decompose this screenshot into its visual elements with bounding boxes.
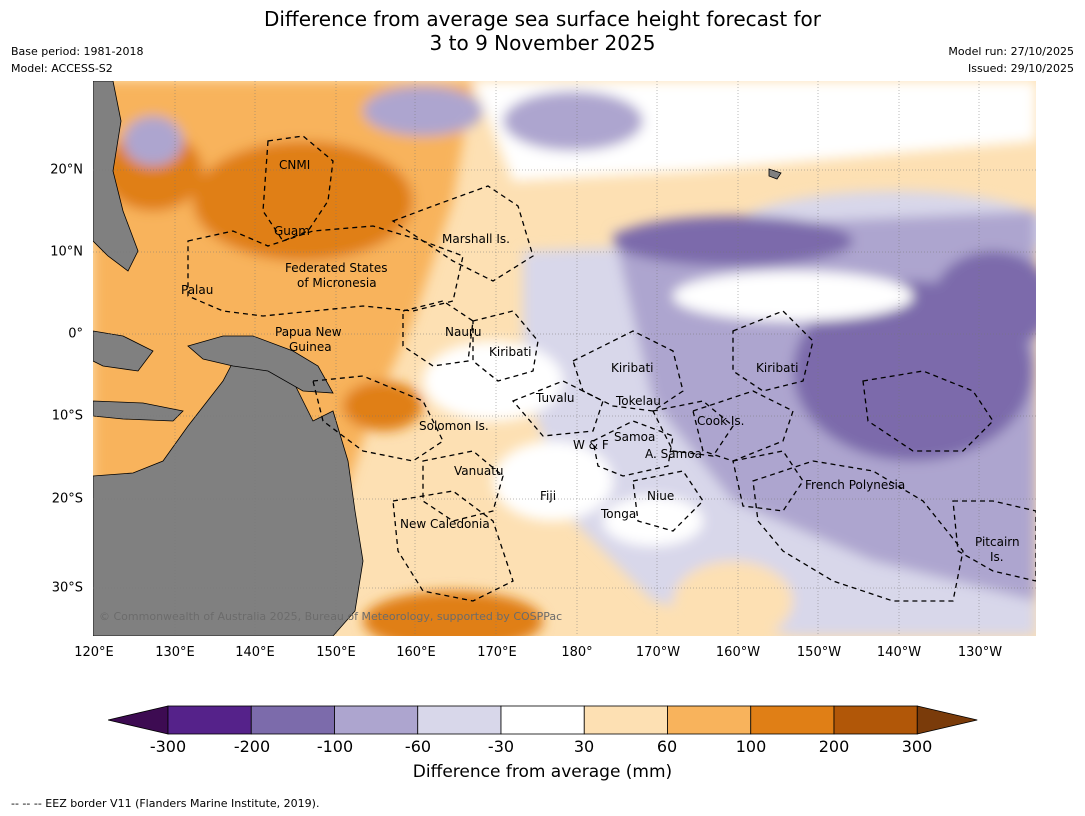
lon-label-160e: 160°E	[396, 645, 436, 660]
colorbar-cell	[833, 705, 918, 735]
colorbar	[108, 705, 978, 735]
lon-label-160w: 160°W	[715, 645, 761, 660]
label-fsm-2: of Micronesia	[297, 276, 377, 290]
label-pitcairn-2: Is.	[990, 550, 1004, 564]
cbar-tick-30: 30	[573, 737, 595, 756]
lon-label-140w: 140°W	[876, 645, 922, 660]
map-canvas	[93, 81, 1036, 636]
label-nauru: Nauru	[445, 325, 482, 339]
label-guam: Guam	[274, 224, 310, 238]
cbar-tick-minus200: -200	[233, 737, 271, 756]
lon-label-180: 180°	[561, 645, 593, 660]
model-name: Model: ACCESS-S2	[11, 62, 113, 75]
lon-label-130e: 130°E	[155, 645, 195, 660]
label-tonga: Tonga	[601, 507, 637, 521]
lon-label-170e: 170°E	[477, 645, 517, 660]
new-guinea-landmass	[187, 335, 334, 394]
label-kiribati-central: Kiribati	[611, 361, 654, 375]
meta-right: Model run: 27/10/2025 Issued: 29/10/2025	[948, 43, 1074, 77]
label-kiribati-east: Kiribati	[756, 361, 799, 375]
copyright-notice: © Commonwealth of Australia 2025, Bureau…	[99, 610, 563, 623]
label-palau: Palau	[181, 283, 214, 297]
issued-date: Issued: 29/10/2025	[967, 62, 1074, 75]
lat-label-30s: 30°S	[51, 580, 83, 596]
label-fiji: Fiji	[540, 489, 557, 503]
label-vanuatu: Vanuatu	[454, 464, 504, 478]
cbar-tick-minus100: -100	[316, 737, 354, 756]
cbar-tick-minus300: -300	[149, 737, 187, 756]
colorbar-cell	[750, 705, 835, 735]
meta-left: Base period: 1981-2018 Model: ACCESS-S2	[11, 43, 143, 77]
colorbar-extend-high	[916, 705, 978, 735]
label-american-samoa: A. Samoa	[645, 447, 702, 461]
lon-label-150e: 150°E	[316, 645, 356, 660]
cbar-tick-60: 60	[656, 737, 678, 756]
label-png-1: Papua New	[275, 325, 342, 339]
lon-label-130w: 130°W	[957, 645, 1003, 660]
title-line-1: Difference from average sea surface heig…	[263, 7, 822, 31]
label-tokelau: Tokelau	[616, 394, 661, 408]
colorbar-label: Difference from average (mm)	[412, 762, 673, 782]
colorbar-extend-low	[108, 705, 169, 735]
hawaii-landmass	[768, 168, 782, 180]
lat-label-0: 0°	[68, 326, 83, 342]
timor-landmass	[93, 400, 184, 422]
australia-landmass	[93, 342, 364, 636]
model-run: Model run: 27/10/2025	[948, 45, 1074, 58]
label-fsm-1: Federated States	[285, 261, 388, 275]
indonesia-landmass	[93, 330, 154, 372]
base-period: Base period: 1981-2018	[11, 45, 144, 58]
graticule	[93, 81, 1036, 636]
label-solomon-is: Solomon Is.	[419, 419, 489, 433]
cbar-tick-minus30: -30	[487, 737, 515, 756]
colorbar-cell	[334, 705, 419, 735]
label-kiribati-west: Kiribati	[489, 345, 532, 359]
label-cook-is: Cook Is.	[697, 414, 745, 428]
eez-legend: -- -- -- EEZ border V11 (Flanders Marine…	[11, 797, 320, 810]
label-marshall-is: Marshall Is.	[442, 232, 510, 246]
label-cnmi: CNMI	[279, 158, 311, 172]
lat-label-20s: 20°S	[51, 491, 83, 507]
lat-label-20n: 20°N	[50, 162, 83, 178]
colorbar-cell	[583, 705, 668, 735]
colorbar-cell	[667, 705, 752, 735]
label-wallis-futuna: W & F	[573, 438, 609, 452]
title-line-2: 3 to 9 November 2025	[429, 31, 656, 55]
lat-label-10s: 10°S	[51, 408, 83, 424]
lat-label-10n: 10°N	[50, 244, 83, 260]
label-png-2: Guinea	[289, 340, 332, 354]
colorbar-cell	[167, 705, 252, 735]
map-title: Difference from average sea surface heig…	[0, 7, 1085, 55]
colorbar-cell	[250, 705, 335, 735]
lon-label-120e: 120°E	[74, 645, 114, 660]
lon-label-170w: 170°W	[635, 645, 681, 660]
label-tuvalu: Tuvalu	[536, 391, 575, 405]
lon-label-140e: 140°E	[235, 645, 275, 660]
cbar-tick-minus60: -60	[404, 737, 432, 756]
cbar-tick-200: 200	[818, 737, 850, 756]
label-new-caledonia: New Caledonia	[400, 517, 490, 531]
colorbar-cell	[500, 705, 585, 735]
label-pitcairn-1: Pitcairn	[975, 535, 1020, 549]
colorbar-cell	[417, 705, 502, 735]
eez-borders	[187, 135, 1036, 602]
sea-height-map: © Commonwealth of Australia 2025, Bureau…	[93, 81, 1036, 636]
label-french-polynesia: French Polynesia	[805, 478, 906, 492]
label-samoa: Samoa	[614, 430, 656, 444]
cbar-tick-100: 100	[735, 737, 767, 756]
label-niue: Niue	[647, 489, 675, 503]
cbar-tick-300: 300	[901, 737, 933, 756]
lon-label-150w: 150°W	[796, 645, 842, 660]
philippines-landmass	[93, 81, 139, 272]
